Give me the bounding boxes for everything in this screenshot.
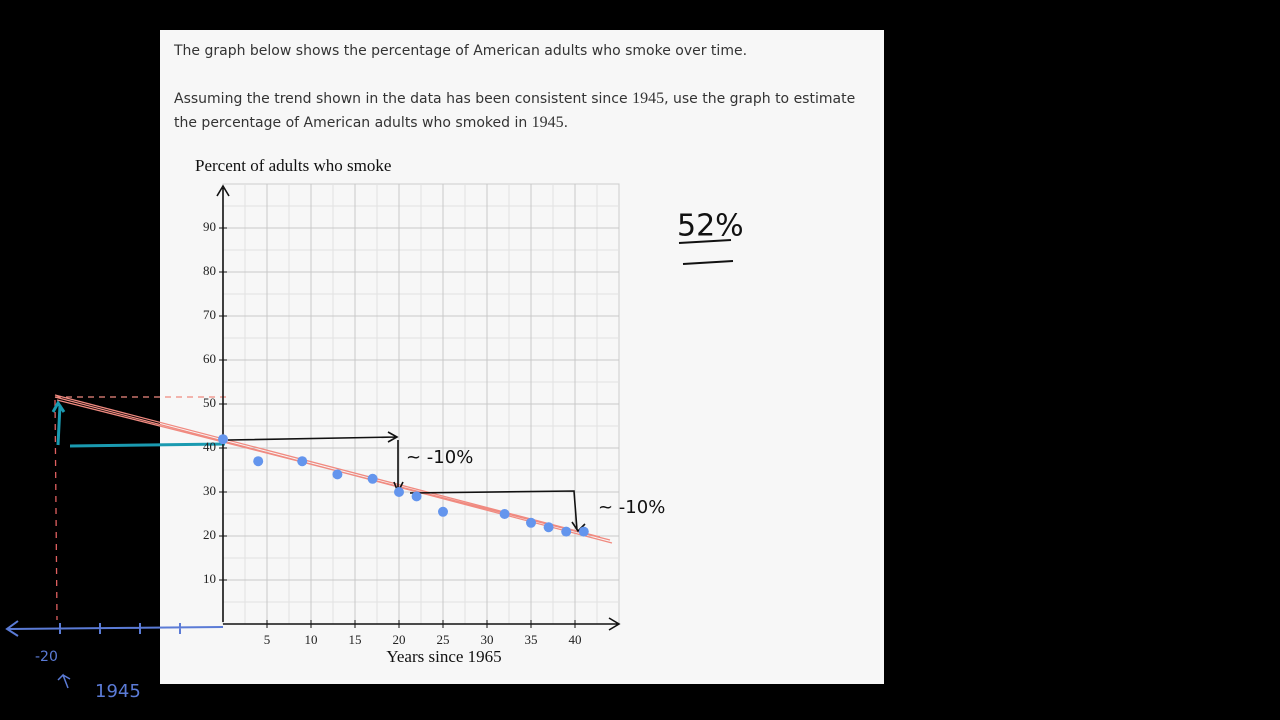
data-point <box>543 522 554 533</box>
data-point <box>367 473 378 484</box>
data-point <box>499 509 510 519</box>
annotation: 1945 <box>95 681 141 702</box>
prompt-text: . <box>563 115 569 131</box>
teal-marker <box>51 400 226 448</box>
y-tick-label: 40 <box>203 439 216 454</box>
y-tick-label: 60 <box>203 351 216 366</box>
data-point <box>578 526 589 537</box>
data-point <box>297 456 308 467</box>
data-point <box>253 456 264 467</box>
data-point <box>332 469 343 480</box>
chart-title: Percent of adults who smoke <box>195 156 391 175</box>
answer-underline <box>678 239 734 265</box>
x-tick-label: 10 <box>305 632 318 647</box>
prompt-year: 1945 <box>632 90 665 107</box>
x-tick-label: 20 <box>393 632 406 647</box>
prompt-year: 1945 <box>531 114 564 131</box>
y-tick-label: 20 <box>203 527 216 542</box>
prompt-text: Assuming the trend shown in the data has… <box>174 91 633 107</box>
y-tick-label: 10 <box>203 571 216 586</box>
prompt-text: , use the graph to estimate the percenta… <box>174 91 856 131</box>
x-tick-label: 5 <box>264 632 271 647</box>
y-tick-label: 70 <box>203 307 216 322</box>
dashed-guide <box>54 399 58 621</box>
annotation: ~ -10% <box>406 447 473 468</box>
answer: 52% <box>677 209 744 244</box>
y-tick-label: 80 <box>203 263 216 278</box>
axes <box>216 184 621 631</box>
x-tick-label: 35 <box>525 632 538 647</box>
x-tick-label: 15 <box>349 632 362 647</box>
data-point <box>218 434 228 445</box>
question-intro: The graph below shows the percentage of … <box>174 43 748 59</box>
axis-extension <box>5 620 224 637</box>
y-tick-label: 30 <box>203 483 216 498</box>
grid <box>222 183 620 625</box>
x-tick-label: 25 <box>437 632 450 647</box>
data-point <box>438 506 448 517</box>
x-axis-label: Years since 1965 <box>386 647 501 666</box>
data-point <box>394 487 404 497</box>
annotation-arrow <box>57 673 71 689</box>
question-panel <box>160 30 884 684</box>
data-point <box>561 526 572 537</box>
data-point <box>411 491 422 502</box>
data-point <box>526 517 536 528</box>
y-tick-label: 50 <box>203 395 216 410</box>
question-prompt: Assuming the trend shown in the data has… <box>174 87 874 135</box>
annotation: -20 <box>35 649 58 665</box>
x-tick-label: 40 <box>569 632 582 647</box>
annotation: ~ -10% <box>598 497 665 518</box>
y-tick-label: 90 <box>203 219 216 234</box>
x-tick-label: 30 <box>481 632 494 647</box>
